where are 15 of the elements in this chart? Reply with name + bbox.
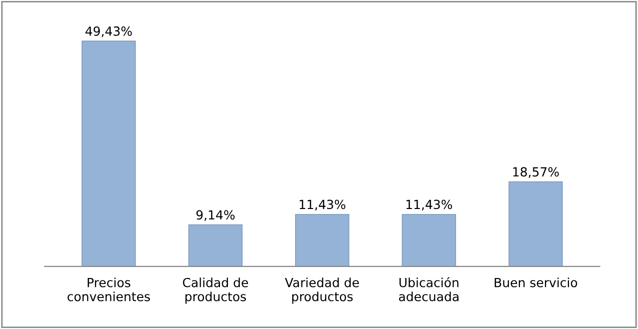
bar	[188, 224, 243, 266]
x-tick-label: Precios convenientes	[68, 278, 150, 302]
data-label: 11,43%	[300, 200, 346, 210]
data-label: 18,57%	[513, 167, 559, 178]
data-label: 11,43%	[406, 200, 452, 210]
bar	[295, 214, 350, 266]
data-label: 9,14%	[196, 210, 235, 221]
x-tick-label: Variedad de productos	[284, 278, 359, 304]
bar	[508, 181, 563, 266]
bar	[402, 214, 456, 266]
x-tick-label: Buen servicio	[494, 278, 578, 288]
x-tick-label: Ubicación adecuada	[399, 277, 458, 302]
x-tick-label: Calidad de productos	[182, 278, 248, 304]
data-label: 49,43%	[85, 26, 132, 38]
bar	[82, 40, 136, 266]
